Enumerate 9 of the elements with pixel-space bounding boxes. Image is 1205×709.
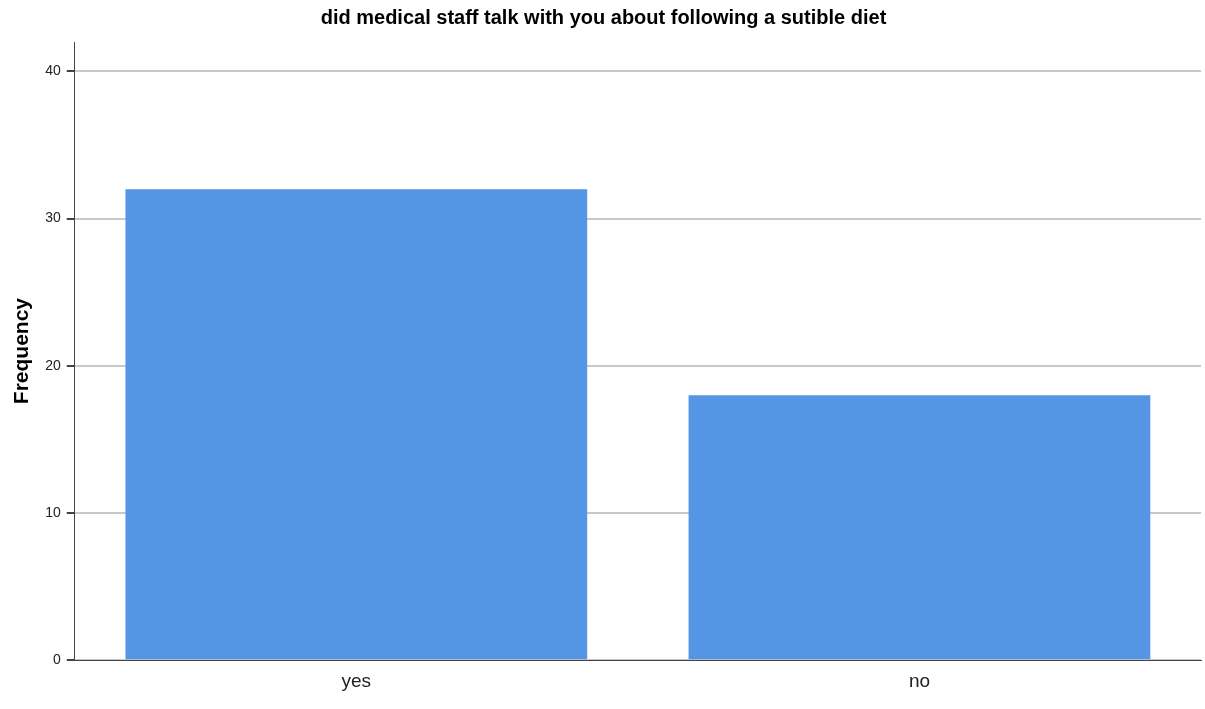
y-tick-label: 10 xyxy=(45,503,61,520)
y-tick-label: 0 xyxy=(52,651,61,668)
x-tick-label: no xyxy=(908,669,931,691)
y-tick-label: 30 xyxy=(45,209,61,226)
x-tick-label: yes xyxy=(341,669,372,691)
y-tick-label: 20 xyxy=(45,356,61,373)
y-tick-label: 40 xyxy=(45,62,61,79)
chart-title: did medical staff talk with you about following a sutible diet xyxy=(320,5,887,28)
y-axis-title: Frequency xyxy=(9,297,33,405)
